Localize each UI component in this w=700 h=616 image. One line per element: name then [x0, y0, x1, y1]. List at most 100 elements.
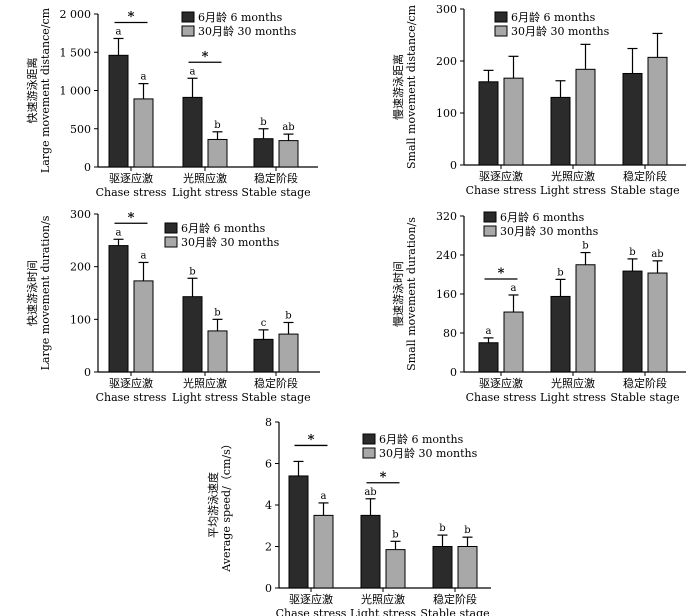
- y-tick-label: 100: [70, 313, 91, 326]
- legend-swatch: [181, 11, 195, 23]
- legend-label: 30月龄 30 months: [511, 24, 610, 38]
- significance-star: *: [380, 470, 387, 485]
- x-tick-label-cn: 稳定阶段: [433, 592, 477, 606]
- y-tick-label: 300: [70, 208, 91, 221]
- legend-swatch: [494, 25, 508, 37]
- legend-swatch: [483, 225, 497, 237]
- x-tick-label-en: Light stress: [172, 186, 238, 199]
- significance-letter: ab: [364, 487, 376, 498]
- x-tick-label-cn: 稳定阶段: [254, 171, 298, 185]
- y-tick-label: 1 500: [60, 46, 92, 59]
- bar: [432, 546, 453, 589]
- y-tick-label: 2 000: [60, 8, 92, 21]
- significance-star: *: [128, 210, 135, 225]
- significance-star: *: [498, 266, 505, 281]
- y-tick-label: 0: [84, 161, 91, 174]
- significance-letter: a: [486, 326, 492, 337]
- significance-letter: ab: [651, 249, 663, 260]
- bar: [278, 140, 299, 168]
- x-tick-label-cn: 光照应激: [551, 169, 595, 183]
- significance-star: *: [308, 432, 315, 447]
- y-tick-label: 4: [265, 499, 272, 512]
- y-tick-label: 80: [443, 327, 457, 340]
- bar: [108, 245, 129, 373]
- y-tick-label: 240: [436, 249, 457, 262]
- bar: [478, 81, 499, 166]
- y-tick-label: 100: [436, 107, 457, 120]
- legend-swatch: [494, 11, 508, 23]
- y-axis-title-en: Small movement distance/cm: [405, 4, 418, 169]
- significance-letter: b: [214, 307, 220, 318]
- x-tick-label-cn: 驱逐应激: [109, 376, 153, 390]
- legend-swatch: [362, 447, 376, 459]
- significance-letter: b: [392, 529, 398, 540]
- y-tick-label: 1 000: [60, 85, 92, 98]
- y-axis-title-cn: 平均游泳速度: [206, 472, 220, 538]
- y-tick-label: 6: [265, 458, 272, 471]
- legend-swatch: [164, 236, 178, 248]
- y-tick-label: 160: [436, 288, 457, 301]
- bar: [503, 311, 524, 373]
- bar: [647, 272, 668, 373]
- y-tick-label: 0: [450, 366, 457, 379]
- x-tick-label-cn: 光照应激: [183, 171, 227, 185]
- y-tick-label: 8: [265, 416, 272, 429]
- x-tick-label-en: Chase stress: [276, 607, 347, 616]
- legend-label: 30月龄 30 months: [379, 446, 478, 460]
- chart-panel-3: 0 100 200 300 快速游泳时间 Large movement duration/…: [25, 208, 320, 404]
- significance-letter: b: [582, 241, 588, 252]
- legend-label: 6月龄 6 months: [500, 210, 585, 224]
- x-tick-label-cn: 稳定阶段: [623, 376, 667, 390]
- bar: [385, 549, 406, 589]
- legend-swatch: [483, 211, 497, 223]
- x-tick-label-cn: 驱逐应激: [109, 171, 153, 185]
- significance-letter: a: [116, 26, 122, 37]
- bar: [478, 342, 499, 373]
- x-tick-label-cn: 光照应激: [551, 376, 595, 390]
- bar: [278, 333, 299, 373]
- x-tick-label-en: Stable stage: [241, 186, 310, 199]
- legend-label: 6月龄 6 months: [181, 221, 266, 235]
- x-tick-label-en: Stable stage: [241, 391, 310, 404]
- bar: [182, 296, 203, 373]
- bar: [207, 138, 228, 168]
- significance-letter: a: [141, 250, 147, 261]
- significance-letter: b: [629, 247, 635, 258]
- x-tick-label-cn: 驱逐应激: [479, 169, 523, 183]
- x-tick-label-cn: 稳定阶段: [623, 169, 667, 183]
- bar: [550, 96, 571, 166]
- y-axis-title-cn: 慢速游泳时间: [391, 261, 405, 327]
- x-tick-label-en: Light stress: [172, 391, 238, 404]
- x-tick-label-en: Stable stage: [610, 391, 679, 404]
- legend-label: 30月龄 30 months: [500, 224, 599, 238]
- bar: [108, 54, 129, 168]
- bar: [503, 77, 524, 166]
- significance-letter: c: [261, 318, 267, 329]
- y-axis-title-cn: 慢速游泳距离: [391, 54, 405, 120]
- y-tick-label: 200: [70, 261, 91, 274]
- chart-panel-2: 0 100 200 300 慢速游泳距离 Small movement distance/…: [391, 3, 686, 197]
- significance-letter: a: [116, 227, 122, 238]
- y-tick-label: 0: [265, 582, 272, 595]
- x-tick-label-en: Light stress: [350, 607, 416, 616]
- significance-letter: a: [190, 66, 196, 77]
- y-axis-title-en: Large movement distance/cm: [39, 7, 52, 173]
- legend-swatch: [164, 222, 178, 234]
- legend-swatch: [181, 25, 195, 37]
- y-axis-title-cn: 快速游泳距离: [25, 58, 39, 124]
- y-tick-label: 200: [436, 55, 457, 68]
- significance-letter: a: [511, 283, 517, 294]
- bar: [313, 514, 334, 589]
- bar: [288, 475, 309, 589]
- bar: [207, 330, 228, 373]
- bar: [622, 270, 643, 373]
- x-tick-label-en: Light stress: [540, 184, 606, 197]
- significance-letter: b: [214, 120, 220, 131]
- y-tick-label: 2: [265, 541, 272, 554]
- significance-letter: b: [557, 267, 563, 278]
- significance-letter: b: [260, 117, 266, 128]
- significance-letter: b: [285, 310, 291, 321]
- significance-star: *: [202, 49, 209, 64]
- bar: [575, 264, 596, 373]
- bar: [647, 56, 668, 166]
